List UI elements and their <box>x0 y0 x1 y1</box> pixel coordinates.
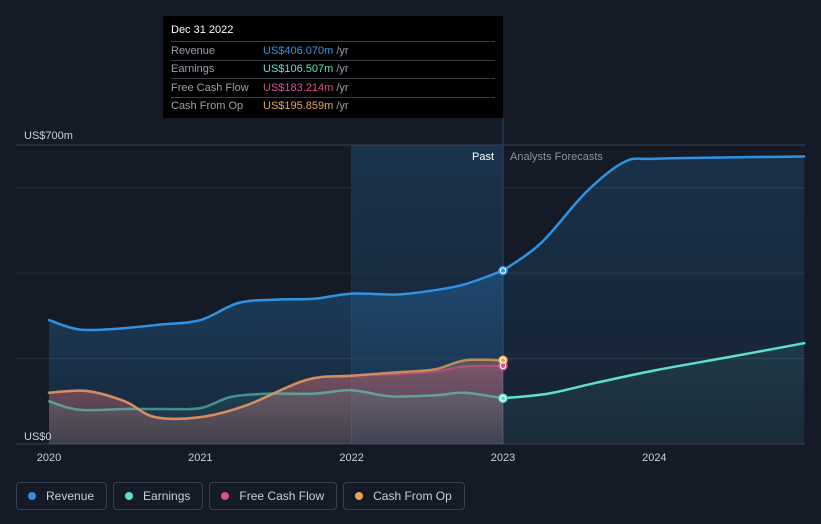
legend: Revenue Earnings Free Cash Flow Cash From O… <box>16 482 465 510</box>
legend-dot-icon <box>125 492 134 500</box>
tooltip-value: US$195.859m <box>263 100 334 113</box>
earnings-line-forecast <box>501 341 806 400</box>
x-axis-label: 2022 <box>339 452 363 464</box>
axis-labels: US$700m US$0 2020 2021 2022 2023 2024 Past Analy… <box>24 130 667 464</box>
x-axis-label: 2024 <box>642 452 666 464</box>
earnings-area-past <box>49 390 503 444</box>
tooltip-value: US$106.507m <box>263 63 334 76</box>
legend-dot-icon <box>221 492 230 500</box>
series-areas <box>49 156 805 444</box>
tooltip-value: US$183.214m <box>263 81 334 94</box>
legend-label: Earnings <box>143 489 191 503</box>
dot-center <box>500 363 506 369</box>
y-axis-label: US$0 <box>24 431 52 443</box>
tooltip: Dec 31 2022 Revenue US$406.070m/yr Earning… <box>163 16 503 118</box>
earnings-area-forecast <box>503 343 805 444</box>
dot-center <box>500 396 506 401</box>
tooltip-label: Revenue <box>171 44 216 57</box>
legend-item-revenue[interactable]: Revenue <box>16 482 108 510</box>
x-axis-label: 2020 <box>37 452 61 464</box>
legend-label: Cash From Op <box>373 489 452 503</box>
y-axis-label: US$700m <box>24 130 73 142</box>
legend-label: Revenue <box>46 489 95 503</box>
forecast-label: Analysts Forecasts <box>510 151 603 163</box>
tooltip-row-revenue: Revenue US$406.070m/yr <box>171 41 495 60</box>
tooltip-label: Cash From Op <box>171 100 244 113</box>
dot-center <box>500 268 506 273</box>
legend-item-free-cash-flow[interactable]: Free Cash Flow <box>209 482 338 510</box>
legend-dot-icon <box>28 492 36 500</box>
dot-center <box>500 358 506 363</box>
tooltip-unit: /yr <box>336 81 349 94</box>
x-axis-label: 2021 <box>188 452 212 464</box>
tooltip-row-free-cash-flow: Free Cash Flow US$183.214m/yr <box>171 78 495 97</box>
legend-item-cash-from-op[interactable]: Cash From Op <box>343 482 465 510</box>
cash-from-op-line <box>47 358 505 421</box>
past-label: Past <box>472 151 494 163</box>
legend-dot-icon <box>355 492 364 500</box>
tooltip-unit: /yr <box>336 100 349 113</box>
legend-item-earnings[interactable]: Earnings <box>113 482 204 510</box>
tooltip-label: Earnings <box>171 63 215 76</box>
earnings-line-past <box>47 388 505 412</box>
revenue-line-past <box>47 269 505 332</box>
revenue-line-forecast <box>501 155 806 272</box>
tooltip-unit: /yr <box>336 44 349 57</box>
highlight-dots <box>498 265 508 404</box>
legend-label: Free Cash Flow <box>239 489 325 503</box>
tooltip-row-earnings: Earnings US$106.507m/yr <box>171 59 495 79</box>
tooltip-date: Dec 31 2022 <box>171 24 234 36</box>
tooltip-value: US$406.070m <box>263 44 334 57</box>
series-lines <box>47 155 806 421</box>
tooltip-unit: /yr <box>336 63 349 76</box>
tooltip-label: Free Cash Flow <box>171 81 249 94</box>
x-axis-label: 2023 <box>491 452 515 464</box>
tooltip-row-cash-from-op: Cash From Op US$195.859m/yr <box>171 96 495 116</box>
